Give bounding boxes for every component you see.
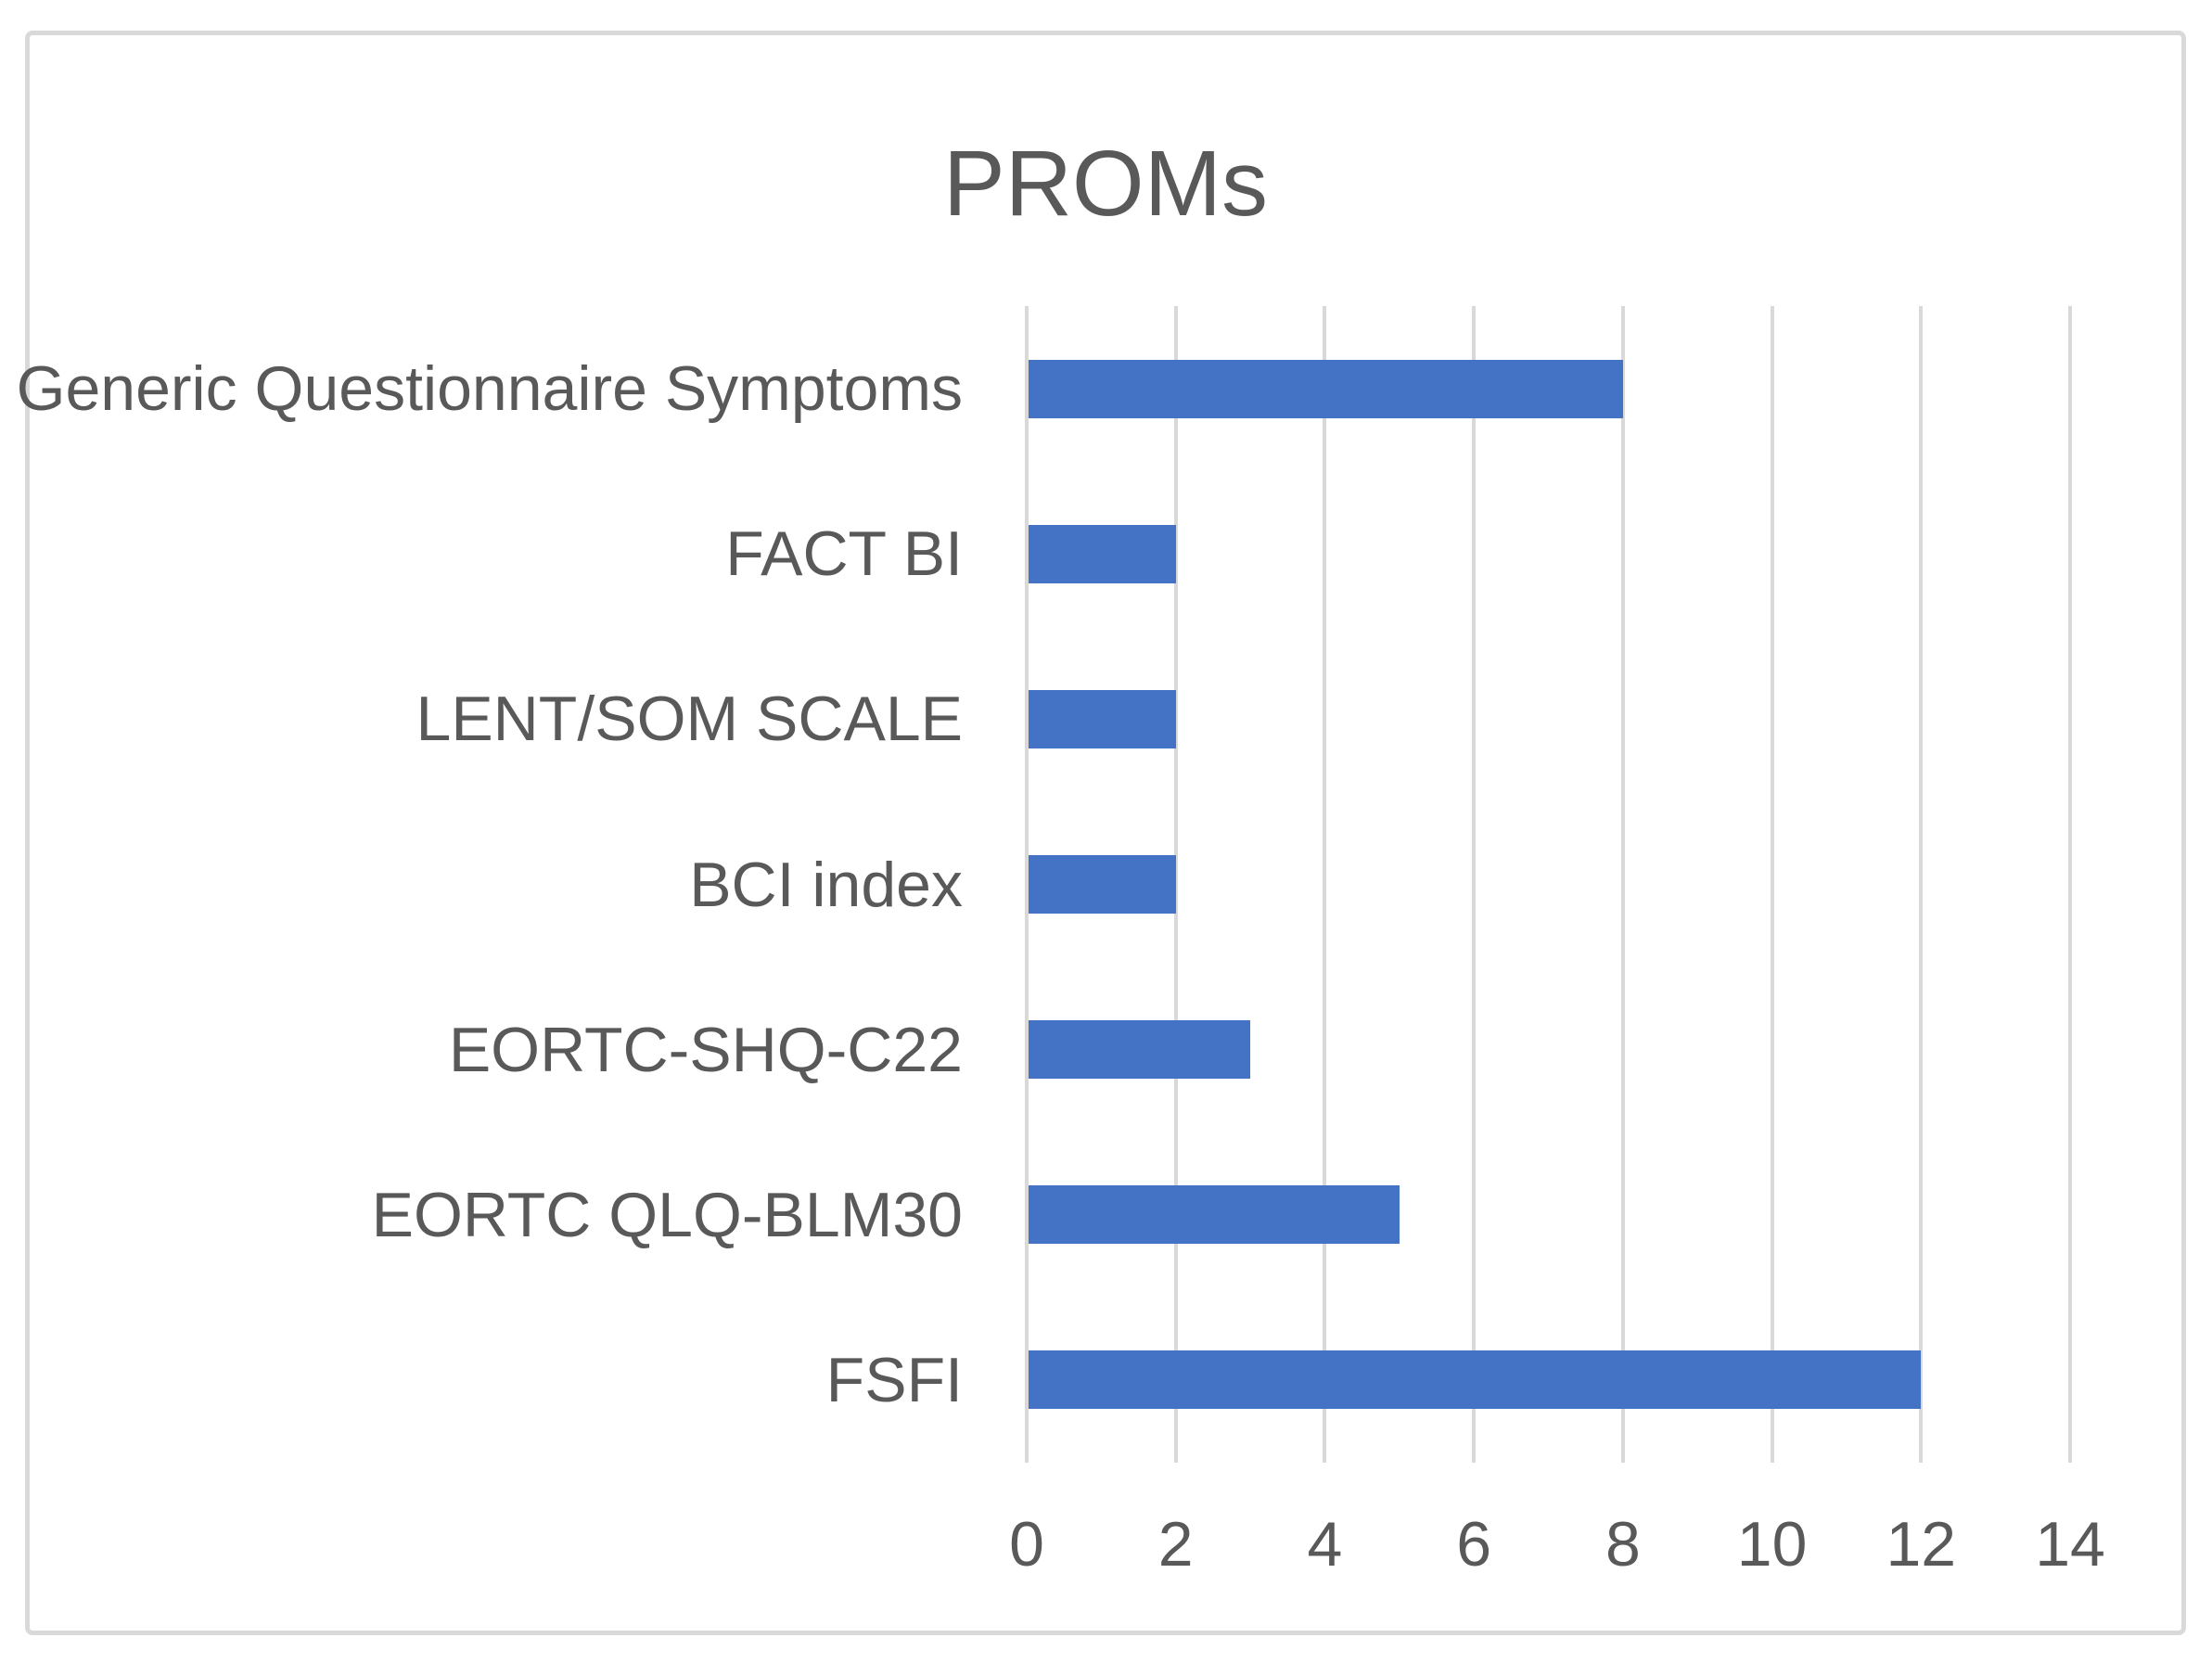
x-tick-label: 0 [1009, 1509, 1044, 1580]
category-label: FACT BI [725, 518, 963, 590]
bar [1029, 359, 1623, 418]
category-label: BCI index [689, 849, 963, 920]
bar [1029, 524, 1176, 583]
x-tick-label: 6 [1456, 1509, 1492, 1580]
x-tick-label: 10 [1736, 1509, 1808, 1580]
bar [1029, 1185, 1400, 1245]
bar [1029, 1020, 1251, 1080]
category-label: Generic Questionnaire Symptoms [16, 353, 963, 425]
gridline-x-4 [1323, 306, 1327, 1463]
bar [1029, 689, 1176, 748]
gridline-x-12 [1919, 306, 1924, 1463]
x-tick-label: 2 [1157, 1509, 1194, 1580]
gridline-x-14 [2068, 306, 2073, 1463]
category-label: FSFI [825, 1344, 963, 1415]
x-tick-label: 12 [1886, 1509, 1957, 1580]
gridline-x-8 [1620, 306, 1625, 1463]
bar [1029, 1350, 1922, 1410]
x-tick-label: 8 [1605, 1509, 1641, 1580]
x-tick-label: 4 [1307, 1509, 1343, 1580]
x-tick-label: 14 [2035, 1509, 2105, 1580]
bar [1029, 855, 1176, 914]
category-label: EORTC QLQ-BLM30 [371, 1179, 963, 1250]
gridline-x-0 [1025, 306, 1029, 1463]
gridline-x-2 [1173, 306, 1178, 1463]
gridline-x-6 [1472, 306, 1477, 1463]
category-label: LENT/SOM SCALE [416, 684, 964, 755]
category-label: EORTC-SHQ-C22 [448, 1014, 963, 1085]
chart-title: PROMs [943, 132, 1268, 236]
gridline-x-10 [1770, 306, 1774, 1463]
